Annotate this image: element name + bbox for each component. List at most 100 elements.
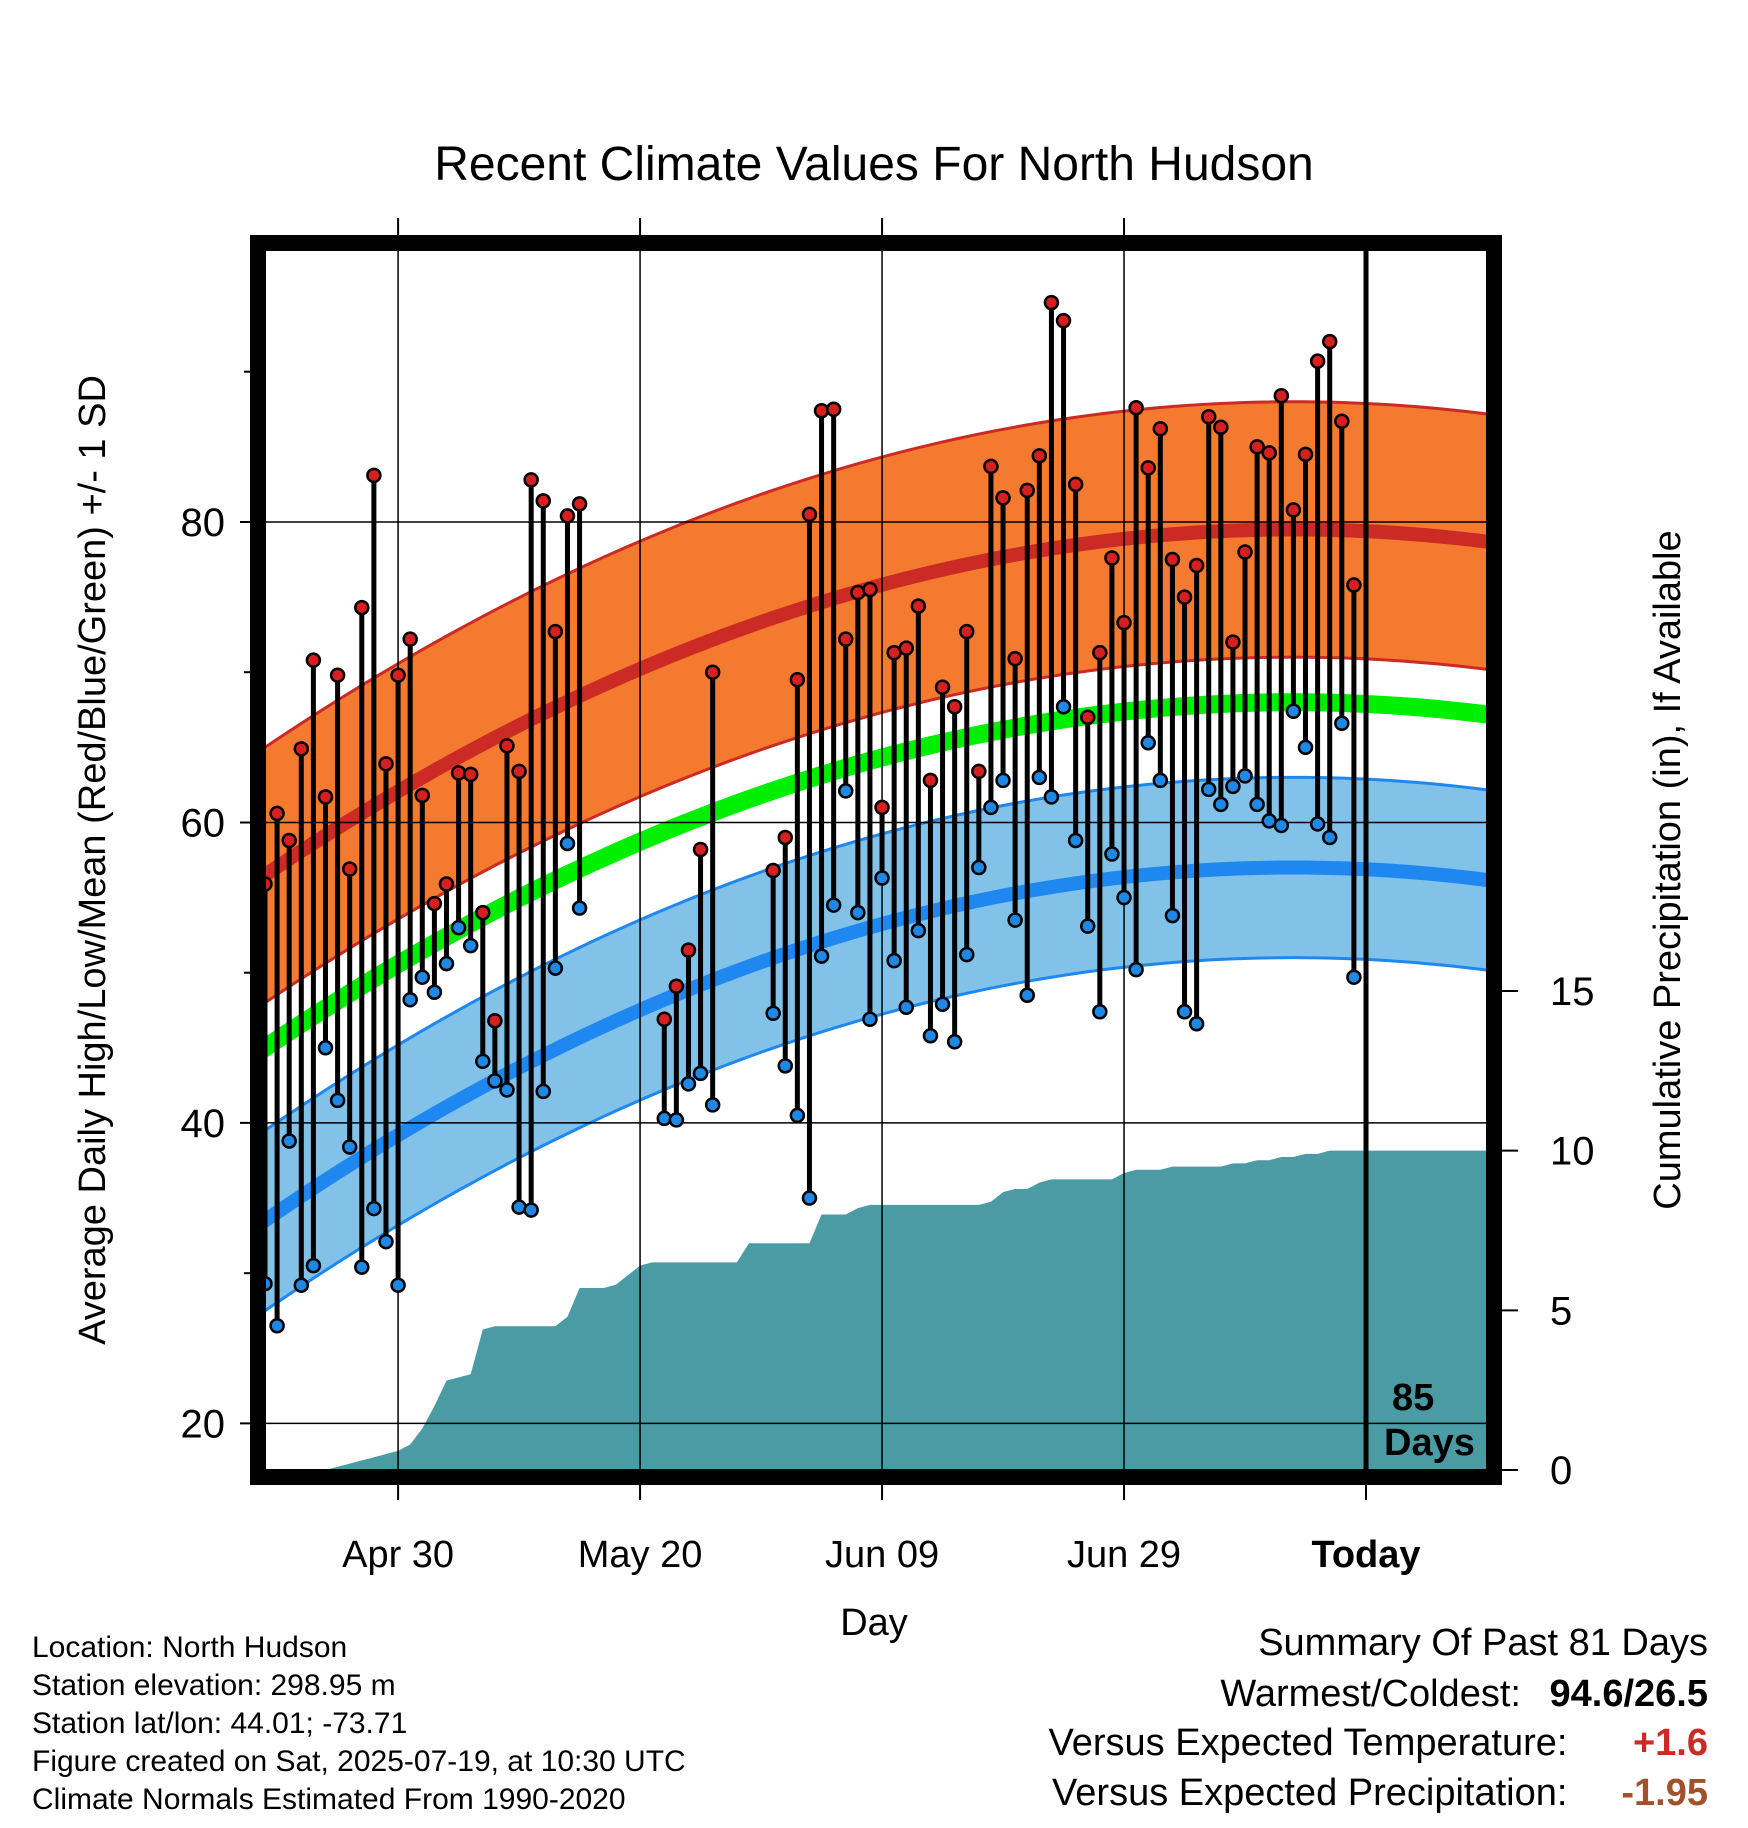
temp-label: Versus Expected Temperature:: [1048, 1722, 1568, 1764]
low-point: [499, 1082, 515, 1098]
warm-cold-label: Warmest/Coldest:: [1220, 1673, 1521, 1715]
x-tick-label: Apr 30: [342, 1534, 454, 1576]
low-point: [402, 991, 418, 1008]
high-point: [1321, 333, 1338, 350]
low-point: [1334, 715, 1350, 732]
high-point: [1261, 445, 1277, 461]
low-point: [850, 904, 866, 921]
y-right-tick-label: 0: [1550, 1449, 1572, 1493]
low-point: [462, 937, 479, 954]
high-point: [281, 832, 297, 849]
footer-elevation: Station elevation: 298.95 m: [32, 1669, 396, 1702]
high-point: [934, 679, 951, 695]
high-point: [1188, 557, 1205, 574]
low-point: [1213, 796, 1229, 813]
low-point: [1007, 912, 1023, 928]
low-point: [813, 948, 830, 964]
high-point: [668, 978, 685, 994]
low-point: [995, 772, 1011, 789]
high-point: [1067, 476, 1084, 493]
high-point: [366, 467, 382, 484]
low-point: [692, 1065, 709, 1082]
low-point: [317, 1040, 334, 1056]
high-point: [269, 805, 285, 822]
high-point: [838, 631, 854, 647]
high-point: [390, 667, 406, 683]
y-left-tick-label: 20: [181, 1402, 226, 1446]
footer-latlon: Station lat/lon: 44.01; -73.71: [32, 1707, 408, 1740]
low-point: [366, 1200, 382, 1217]
low-point: [293, 1277, 310, 1293]
high-point: [874, 799, 890, 816]
low-point: [946, 1034, 963, 1050]
low-point: [547, 960, 564, 976]
precip-area: [265, 1150, 1487, 1470]
low-point: [329, 1092, 346, 1109]
footer-location: Location: North Hudson: [32, 1631, 348, 1664]
normal-low-band: [265, 777, 1487, 1311]
x-tick-label: Jun 29: [1067, 1534, 1181, 1576]
high-point: [571, 496, 588, 512]
low-point: [862, 1011, 878, 1028]
high-point: [1176, 589, 1193, 605]
low-point: [1104, 846, 1120, 862]
low-point: [1140, 735, 1156, 751]
high-point: [1043, 294, 1060, 311]
warm-cold-value: 94.6/26.5: [1549, 1673, 1708, 1715]
high-point: [1346, 577, 1362, 593]
high-point: [789, 671, 806, 688]
high-point: [825, 401, 842, 418]
low-point: [825, 897, 842, 913]
x-tick-label: Today: [1311, 1534, 1420, 1576]
high-point: [402, 631, 418, 647]
high-point: [1128, 400, 1144, 416]
high-point: [1007, 650, 1023, 667]
footer-created: Figure created on Sat, 2025-07-19, at 10…: [32, 1745, 686, 1778]
y-left-tick-label: 40: [181, 1102, 226, 1146]
high-point: [265, 876, 273, 892]
low-point: [1152, 772, 1169, 789]
summary-precip: Versus Expected Precipitation: -1.95: [1052, 1772, 1708, 1815]
high-point: [1213, 419, 1229, 436]
low-point: [341, 1139, 358, 1155]
high-point: [1297, 446, 1314, 463]
high-point: [1334, 413, 1350, 430]
precip-label: Versus Expected Precipitation:: [1052, 1772, 1568, 1814]
normal-high-band-upper-edge: [265, 400, 1487, 750]
low-point: [571, 900, 588, 916]
low-point: [378, 1233, 394, 1250]
low-point: [426, 984, 443, 1000]
high-point: [958, 623, 975, 640]
high-point: [971, 763, 987, 780]
low-point: [1031, 769, 1048, 786]
low-point: [1285, 703, 1302, 720]
precip-layer: [265, 1150, 1487, 1470]
low-point: [765, 1005, 781, 1022]
low-point: [874, 870, 890, 886]
high-point: [1237, 544, 1253, 560]
summary-warm-cold: Warmest/Coldest: 94.6/26.5: [1220, 1673, 1708, 1716]
low-point: [414, 969, 431, 985]
low-point: [1176, 1003, 1193, 1020]
low-point: [789, 1107, 806, 1124]
high-point: [475, 904, 491, 921]
low-point: [1237, 768, 1253, 784]
low-point: [838, 783, 854, 799]
high-point: [898, 640, 914, 656]
footer-normals: Climate Normals Estimated From 1990-2020: [32, 1783, 626, 1816]
plot-area: [265, 250, 1487, 1470]
normal-low-line: [265, 860, 1487, 1230]
low-point: [559, 835, 576, 852]
high-point: [704, 664, 721, 680]
high-point: [1285, 502, 1302, 518]
high-point: [426, 895, 443, 912]
high-point: [535, 493, 552, 509]
low-point: [922, 1028, 939, 1044]
y-right-tick-label: 15: [1550, 970, 1595, 1014]
today-days-number: 85: [1392, 1377, 1434, 1419]
high-point: [777, 829, 794, 846]
high-point: [1116, 614, 1132, 631]
high-point: [1079, 709, 1096, 726]
low-point: [668, 1112, 685, 1128]
low-point: [680, 1076, 697, 1092]
